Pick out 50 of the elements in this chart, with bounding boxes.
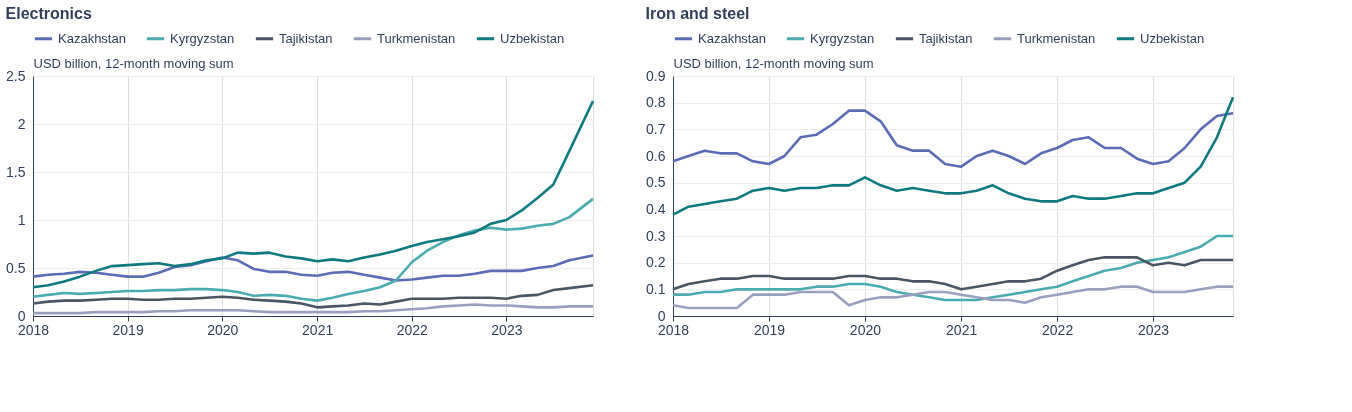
y-tick-label: 0.8 <box>646 94 666 111</box>
legend-label: Kazakhstan <box>698 30 766 46</box>
y-tick-label: 0.9 <box>646 67 666 84</box>
x-tick-label: 2018 <box>657 321 690 338</box>
y-axis-title: USD billion, 12-month moving sum <box>33 55 234 71</box>
y-tick-label: 0.7 <box>646 120 666 137</box>
y-tick-label: 0.3 <box>646 227 666 244</box>
line-series <box>671 256 1235 291</box>
line-series <box>671 96 1235 216</box>
legend-label: Kyrgyzstan <box>170 30 235 46</box>
x-tick-label: 2019 <box>112 321 144 338</box>
y-tick-label: 0.5 <box>646 174 666 191</box>
legend-label: Tajikistan <box>279 30 333 46</box>
x-tick-label: 2020 <box>207 321 239 338</box>
line-series <box>671 285 1235 310</box>
x-tick-label: 2023 <box>491 321 523 338</box>
chart-title: Iron and steel <box>645 5 750 22</box>
line-series <box>31 283 595 309</box>
y-tick-label: 0.4 <box>646 200 666 217</box>
y-tick-label: 0.6 <box>646 147 666 164</box>
line-series <box>31 99 595 289</box>
y-tick-label: 0.5 <box>6 259 26 276</box>
y-tick-label: 0 <box>657 307 666 324</box>
chart-title: Electronics <box>5 5 92 22</box>
legend-label: Turkmenistan <box>377 30 456 46</box>
x-tick-label: 2020 <box>849 321 882 338</box>
y-axis-title: USD billion, 12-month moving sum <box>673 55 874 71</box>
y-tick-label: 2.5 <box>6 67 26 84</box>
legend-label: Turkmenistan <box>1017 30 1096 46</box>
x-tick-label: 2021 <box>946 321 978 338</box>
y-tick-label: 1 <box>17 211 26 228</box>
y-tick-label: 0.2 <box>646 254 666 271</box>
legend-label: Kyrgyzstan <box>810 30 875 46</box>
y-tick-label: 0 <box>17 307 26 324</box>
x-tick-label: 2023 <box>1138 321 1170 338</box>
x-tick-label: 2018 <box>17 321 50 338</box>
legend-label: Uzbekistan <box>500 30 565 46</box>
y-tick-label: 0.1 <box>646 280 666 297</box>
x-tick-label: 2019 <box>753 321 786 338</box>
line-series <box>671 109 1235 168</box>
x-tick-label: 2021 <box>302 321 334 338</box>
legend-label: Tajikistan <box>919 30 973 46</box>
line-series <box>671 234 1235 302</box>
x-tick-label: 2022 <box>396 321 429 338</box>
y-tick-label: 2 <box>17 115 26 132</box>
legend-label: Kazakhstan <box>58 30 126 46</box>
line-series <box>31 197 595 302</box>
y-tick-label: 1.5 <box>6 163 26 180</box>
x-tick-label: 2022 <box>1042 321 1074 338</box>
legend-label: Uzbekistan <box>1140 30 1205 46</box>
